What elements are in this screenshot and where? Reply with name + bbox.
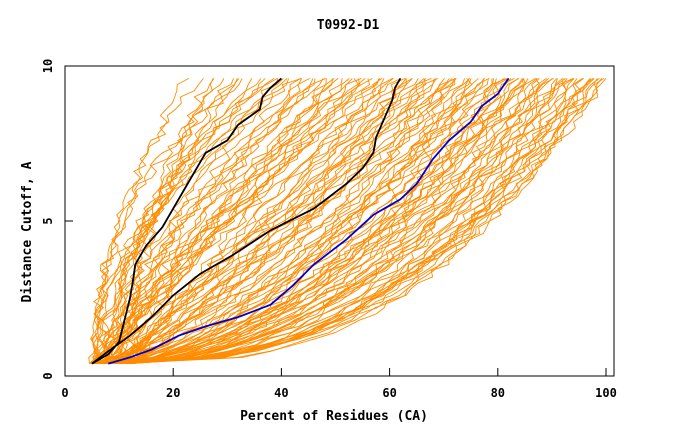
y-tick-label: 10 — [41, 59, 55, 73]
model-line — [122, 78, 327, 364]
model-line — [110, 78, 407, 364]
model-line — [103, 78, 284, 364]
y-axis-label: Distance Cutoff, A — [20, 161, 35, 302]
model-line — [112, 78, 380, 364]
highlight-lines — [91, 77, 510, 365]
model-line — [122, 78, 536, 365]
model-line — [119, 77, 574, 365]
model-line — [110, 78, 603, 365]
model-line — [120, 78, 394, 364]
model-line — [104, 78, 564, 365]
model-line — [113, 77, 507, 365]
model-line — [93, 77, 302, 364]
model-line — [96, 78, 266, 364]
model-line — [100, 78, 497, 365]
x-tick-label: 60 — [382, 386, 396, 400]
model-line — [89, 78, 445, 365]
model-line — [96, 78, 519, 365]
model-line — [102, 78, 333, 364]
model-line — [95, 78, 253, 364]
model-line — [106, 78, 489, 365]
model-line — [103, 78, 339, 364]
y-axis-ticks: 0 5 10 — [41, 59, 73, 380]
model-line — [103, 78, 366, 364]
chart-title: T0992-D1 — [317, 18, 380, 33]
model-line — [93, 78, 407, 365]
model-line — [131, 78, 575, 365]
model-line — [121, 78, 455, 365]
y-tick-label: 5 — [41, 217, 55, 224]
model-line — [119, 77, 362, 364]
model-line — [113, 78, 568, 365]
x-tick-label: 0 — [61, 386, 68, 400]
model-line — [124, 78, 470, 365]
model-line — [100, 78, 486, 365]
model-line — [95, 78, 540, 365]
model-line — [90, 78, 204, 364]
model-line — [102, 77, 515, 365]
model-line — [116, 78, 456, 365]
highlight-line-3 — [108, 77, 510, 365]
model-line — [115, 78, 450, 365]
model-line — [109, 78, 605, 365]
highlight-line-2 — [91, 77, 402, 365]
model-line — [115, 78, 238, 364]
model-line — [120, 78, 383, 364]
highlight-line-1 — [91, 77, 282, 365]
model-line — [94, 78, 473, 365]
model-line — [116, 78, 526, 365]
model-line — [101, 78, 289, 364]
x-tick-label: 20 — [166, 386, 180, 400]
model-line — [111, 78, 594, 365]
y-tick-label: 0 — [41, 372, 55, 379]
model-line — [125, 78, 549, 365]
model-line — [132, 78, 435, 364]
model-line — [107, 78, 591, 365]
model-line — [110, 78, 540, 365]
model-line — [98, 78, 381, 364]
model-line — [98, 78, 426, 364]
model-line — [106, 78, 529, 365]
model-line — [120, 77, 406, 365]
model-line — [91, 78, 547, 365]
model-line — [92, 77, 402, 364]
model-line — [91, 78, 437, 365]
model-line — [89, 78, 278, 364]
x-axis-label: Percent of Residues (CA) — [240, 409, 428, 424]
model-line — [100, 78, 595, 365]
model-line — [92, 78, 353, 364]
model-line — [108, 78, 262, 364]
model-line — [100, 78, 466, 365]
model-line — [120, 78, 554, 365]
x-tick-label: 40 — [274, 386, 288, 400]
model-line — [103, 77, 457, 365]
x-tick-label: 100 — [595, 386, 617, 400]
model-line — [101, 78, 494, 365]
model-line — [126, 77, 327, 364]
model-line — [121, 78, 538, 365]
background-model-lines — [88, 77, 607, 365]
x-tick-label: 80 — [491, 386, 505, 400]
x-axis-ticks: 0 20 40 60 80 100 — [61, 368, 617, 400]
